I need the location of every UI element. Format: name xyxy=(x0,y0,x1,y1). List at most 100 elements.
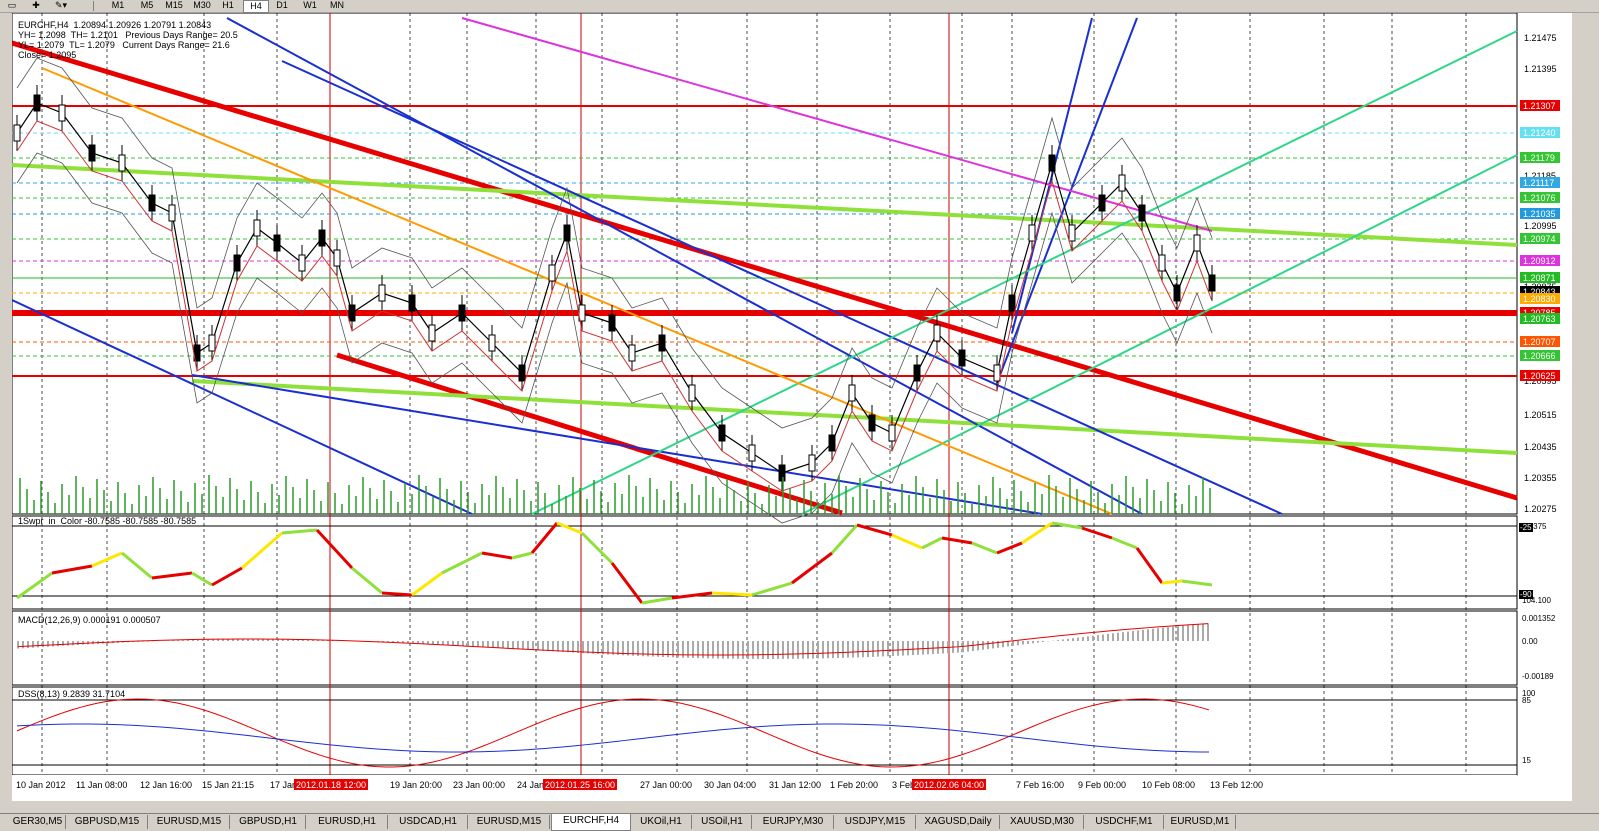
wpr-segment xyxy=(610,562,644,604)
ma-line xyxy=(16,120,1213,492)
wpr-segment xyxy=(1135,547,1164,584)
chart-tab[interactable]: EURUSD,M15 xyxy=(469,815,550,829)
candle-body xyxy=(58,104,66,122)
wpr-segment xyxy=(671,591,713,600)
price-label-box xyxy=(1520,336,1560,347)
candle-body xyxy=(548,264,556,282)
price-label-box xyxy=(1520,100,1560,111)
wpr-segment xyxy=(751,581,793,597)
chart-canvas[interactable]: 1.214751.213951.212551.211851.209951.208… xyxy=(11,12,1572,801)
chart-tab[interactable]: XAGUSD,Daily xyxy=(917,815,1000,829)
timeframe-mn[interactable]: MN xyxy=(330,0,344,10)
chart-tab[interactable]: XAUUSD,M30 xyxy=(1001,815,1084,829)
crosshair-icon[interactable]: ✚ xyxy=(32,0,40,10)
wpr-segment xyxy=(381,591,413,597)
time-label: 31 Jan 12:00 xyxy=(769,780,821,790)
timeframe-m15[interactable]: M15 xyxy=(165,0,183,10)
candle-body xyxy=(333,249,341,267)
time-label: 30 Jan 04:00 xyxy=(704,780,756,790)
candle-body xyxy=(1173,284,1181,302)
trend-line xyxy=(11,40,1518,501)
price-label: 1.21117 xyxy=(1523,178,1554,188)
draw-tools-icon[interactable]: ✎▾ xyxy=(54,0,68,10)
time-label: 12 Jan 16:00 xyxy=(140,780,192,790)
time-axis xyxy=(12,775,1517,801)
bollinger-upper xyxy=(16,57,1213,429)
timeframe-m5[interactable]: M5 xyxy=(140,0,154,10)
chart-tab[interactable]: EURJPY,M30 xyxy=(753,815,834,829)
wpr-segment xyxy=(1081,526,1113,540)
price-label-box xyxy=(1520,177,1560,188)
cursor-icon[interactable]: ▭ xyxy=(7,0,17,10)
price-label-box xyxy=(1520,255,1560,266)
chart-window[interactable]: 1.214751.213951.212551.211851.209951.208… xyxy=(11,12,1572,801)
wpr-segment xyxy=(16,571,53,600)
chart-tab[interactable]: EURUSD,M1 xyxy=(1165,815,1236,829)
dss-red-line xyxy=(16,698,1210,768)
price-label-box xyxy=(1520,127,1560,138)
time-highlight: 2012.01.25 16:00 xyxy=(545,780,615,790)
chart-tab[interactable]: USDCHF,M1 xyxy=(1085,815,1164,829)
wpr-segment xyxy=(121,551,153,580)
candle-body xyxy=(1068,224,1076,242)
time-label: 1 Feb 20:00 xyxy=(830,780,878,790)
time-label: 19 Jan 20:00 xyxy=(390,780,442,790)
candle-body xyxy=(118,154,126,172)
wpr-segment xyxy=(856,523,893,537)
wpr-segment xyxy=(996,541,1023,555)
chart-tab[interactable]: EURUSD,H1 xyxy=(307,815,388,829)
macd-scale: 0.00 xyxy=(1522,637,1538,646)
wpr-segment xyxy=(281,528,318,535)
wpr-segment xyxy=(211,566,243,587)
candle-body xyxy=(518,364,526,382)
price-label-box xyxy=(1520,272,1560,283)
candle-body xyxy=(993,364,1001,382)
timeframe-h4[interactable]: H4 xyxy=(243,0,269,13)
candle-body xyxy=(1028,224,1036,242)
candle-body xyxy=(253,219,261,237)
chart-tab[interactable]: USDJPY,M15 xyxy=(835,815,916,829)
trend-line xyxy=(336,352,843,516)
wpr-segment xyxy=(580,531,614,565)
timeframe-m30[interactable]: M30 xyxy=(193,0,211,10)
price-tick: 1.20515 xyxy=(1524,410,1557,420)
chart-tab[interactable]: UKOil,H1 xyxy=(631,815,692,829)
wpr-segment xyxy=(151,571,193,580)
candle-body xyxy=(913,364,921,382)
candle-body xyxy=(1008,294,1016,312)
timeframe-d1[interactable]: D1 xyxy=(276,0,288,10)
candle-body xyxy=(778,464,786,482)
chart-tab[interactable]: GBPUSD,M15 xyxy=(67,815,148,829)
time-label: 7 Feb 16:00 xyxy=(1016,780,1064,790)
timeframe-w1[interactable]: W1 xyxy=(303,0,317,10)
chart-tab[interactable]: EURCHF,H4 xyxy=(551,814,631,831)
price-label: 1.20763 xyxy=(1523,314,1556,324)
price-label-box xyxy=(1520,350,1560,361)
chart-tab[interactable]: GBPUSD,H1 xyxy=(231,815,306,829)
chart-tab[interactable]: GER30,M5 xyxy=(10,815,66,829)
chart-tab[interactable]: USDCAD,H1 xyxy=(389,815,468,829)
timeframe-h1[interactable]: H1 xyxy=(222,0,234,10)
chart-tabs-bar: GER30,M5 GBPUSD,M15 EURUSD,M15 GBPUSD,H1 EUR… xyxy=(0,813,1599,831)
candle-body xyxy=(1098,194,1106,212)
dss-pane xyxy=(11,686,1518,776)
chart-tab[interactable]: EURUSD,M15 xyxy=(149,815,230,829)
candle-body xyxy=(318,229,326,247)
dss-title: DSS(8,13) 9.2839 31.7104 xyxy=(18,689,126,699)
trend-line xyxy=(996,17,1138,384)
main-pane xyxy=(11,12,1518,515)
wpr-segment xyxy=(921,536,943,550)
candle-body xyxy=(458,304,466,322)
trend-line xyxy=(461,17,1213,232)
time-label: 27 Jan 00:00 xyxy=(640,780,692,790)
chart-tab[interactable]: USOil,H1 xyxy=(693,815,752,829)
price-label-box xyxy=(1520,313,1560,324)
time-label: 9 Feb 00:00 xyxy=(1078,780,1126,790)
candle-body xyxy=(748,444,756,462)
wpr-segment xyxy=(830,524,859,554)
wpr-segment xyxy=(530,522,559,554)
timeframe-m1[interactable]: M1 xyxy=(111,0,125,10)
dss-scale: 85 xyxy=(1522,696,1531,705)
price-label: 1.20666 xyxy=(1523,351,1556,361)
price-label-box xyxy=(1520,286,1560,297)
